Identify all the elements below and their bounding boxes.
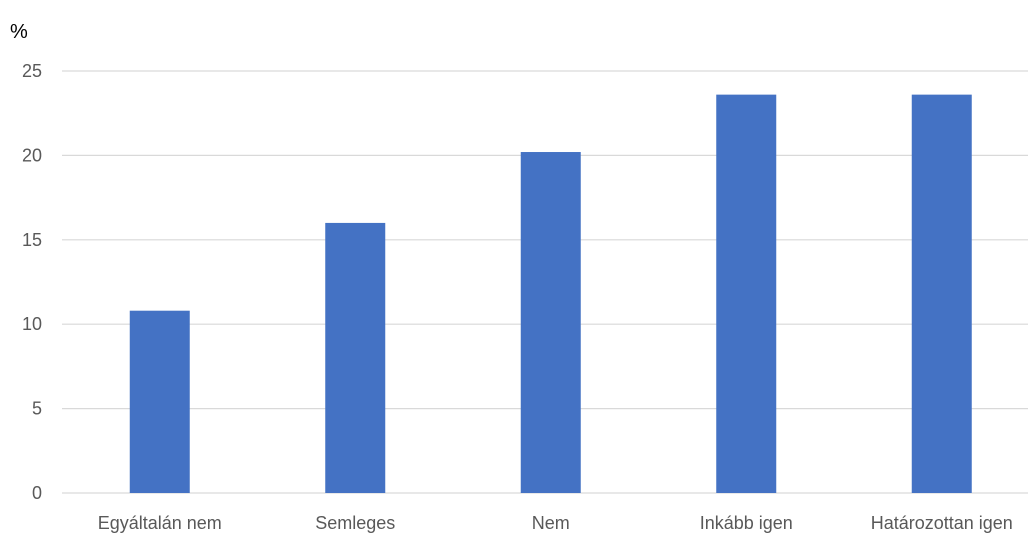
bar [129, 310, 190, 493]
y-tick-label: 15 [22, 230, 42, 250]
bar [911, 94, 972, 494]
x-tick-label: Inkább igen [700, 513, 793, 533]
x-tick-label: Egyáltalán nem [98, 513, 222, 533]
bar [716, 94, 777, 494]
x-tick-label: Nem [532, 513, 570, 533]
y-tick-label: 25 [22, 61, 42, 81]
y-tick-label: 20 [22, 145, 42, 165]
x-tick-label: Határozottan igen [871, 513, 1013, 533]
bar [325, 222, 386, 494]
y-tick-label: 5 [32, 399, 42, 419]
bars [129, 94, 972, 494]
y-unit-label: % [10, 21, 28, 43]
y-axis-ticks: 0 5 10 15 20 25 [22, 61, 42, 503]
y-tick-label: 0 [32, 483, 42, 503]
x-axis-ticks: Egyáltalán nem Semleges Nem Inkább igen Hatá… [98, 513, 1013, 533]
y-tick-label: 10 [22, 314, 42, 334]
bar [520, 152, 581, 494]
x-tick-label: Semleges [315, 513, 395, 533]
